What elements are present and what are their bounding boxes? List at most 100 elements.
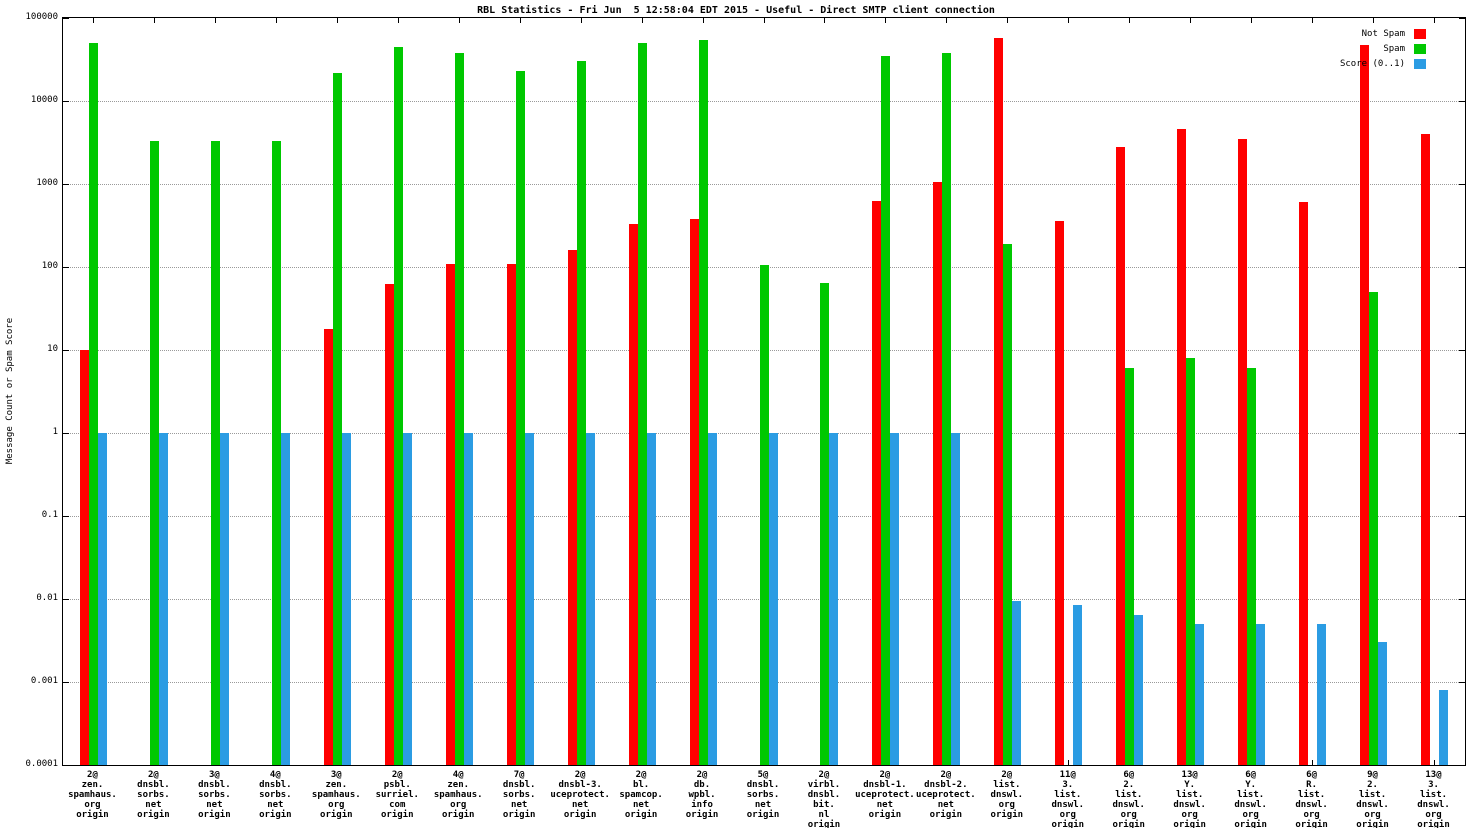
x-tick-mark-top <box>397 18 399 23</box>
x-category-label: 2@ zen. spamhaus. org origin <box>68 770 117 820</box>
x-category-label: 11@ 3. list. dnswl. org origin <box>1051 770 1085 828</box>
bar-spam <box>637 43 647 765</box>
legend-swatch-not-spam-icon <box>1414 28 1426 39</box>
x-category-label: 3@ dnsbl. sorbs. net origin <box>198 770 231 820</box>
gridline <box>63 101 1465 102</box>
bar-score-0-1 <box>1195 624 1205 765</box>
y-tick-mark-left <box>63 433 69 434</box>
legend-item-score: Score (0..1) <box>1340 56 1426 71</box>
bar-score-0-1 <box>829 433 839 765</box>
bar-spam <box>820 282 830 765</box>
x-tick-mark-top <box>458 18 460 23</box>
x-tick-mark-top <box>336 18 338 23</box>
y-tick-label: 0.001 <box>30 676 58 686</box>
chart-title: RBL Statistics - Fri Jun 5 12:58:04 EDT … <box>477 5 995 16</box>
x-tick-mark-top <box>580 18 582 23</box>
y-tick-mark-right <box>1459 267 1465 268</box>
y-tick-mark-right <box>1459 350 1465 351</box>
bar-score-0-1 <box>402 433 412 765</box>
bar-not-spam <box>1238 138 1248 765</box>
bar-score-0-1 <box>158 433 168 765</box>
y-tick-label: 1 <box>52 427 58 437</box>
x-category-label: 6@ Y. list. dnswl. org origin <box>1234 770 1267 828</box>
y-tick-mark-left <box>63 765 69 766</box>
bar-score-0-1 <box>646 433 656 765</box>
legend-item-not-spam: Not Spam <box>1340 26 1426 41</box>
bar-score-0-1 <box>1317 624 1327 765</box>
bar-score-0-1 <box>219 433 229 765</box>
y-tick-mark-right <box>1459 101 1465 102</box>
bar-not-spam <box>1360 45 1370 765</box>
bar-score-0-1 <box>951 433 961 765</box>
legend-swatch-score-icon <box>1414 58 1426 69</box>
bar-not-spam <box>1116 146 1126 765</box>
y-tick-mark-left <box>63 18 69 19</box>
x-category-label: 9@ 2. list. dnswl. org origin <box>1356 770 1389 828</box>
x-tick-mark-top <box>1007 18 1009 23</box>
x-tick-mark-top <box>275 18 277 23</box>
x-tick-mark-top <box>1190 18 1192 23</box>
bar-spam <box>576 61 586 765</box>
bar-spam <box>149 140 159 765</box>
bar-not-spam <box>933 182 943 765</box>
bar-score-0-1 <box>463 433 473 765</box>
x-category-label: 2@ bl. spamcop. net origin <box>619 770 663 820</box>
bar-score-0-1 <box>341 433 351 765</box>
bar-score-0-1 <box>1134 614 1144 765</box>
y-tick-mark-right <box>1459 765 1465 766</box>
bar-not-spam <box>1421 134 1431 765</box>
bar-spam <box>210 140 220 765</box>
y-tick-label: 0.1 <box>41 510 58 520</box>
legend: Not Spam Spam Score (0..1) <box>1340 26 1426 71</box>
x-category-label: 2@ psbl. surriel. com origin <box>375 770 419 820</box>
bar-spam <box>332 72 342 765</box>
y-tick-label: 0.01 <box>36 593 58 603</box>
bar-not-spam <box>323 328 333 765</box>
legend-label-score: Score (0..1) <box>1339 58 1405 69</box>
bar-spam <box>759 265 769 765</box>
x-tick-mark-bottom <box>1068 760 1070 765</box>
bar-not-spam <box>506 263 516 765</box>
bar-score-0-1 <box>707 433 717 765</box>
bar-spam <box>393 46 403 765</box>
y-axis-label: Message Count or Spam Score <box>5 317 15 465</box>
y-tick-label: 1000 <box>36 178 58 188</box>
y-tick-label: 10 <box>47 344 58 354</box>
legend-item-spam: Spam <box>1340 41 1426 56</box>
y-tick-mark-right <box>1459 682 1465 683</box>
x-tick-mark-bottom <box>1312 760 1314 765</box>
bar-spam <box>88 43 98 765</box>
y-tick-label: 10000 <box>30 95 58 105</box>
y-tick-mark-left <box>63 267 69 268</box>
bar-spam <box>1186 358 1196 765</box>
y-tick-mark-left <box>63 184 69 185</box>
x-category-label: 13@ Y. list. dnswl. org origin <box>1173 770 1206 828</box>
bar-not-spam <box>384 284 394 765</box>
bar-not-spam <box>1299 202 1309 765</box>
x-category-label: 2@ virbl. dnsbl. bit. nl origin <box>807 770 841 828</box>
bar-not-spam <box>628 223 638 765</box>
bar-not-spam <box>689 218 699 765</box>
bar-score-0-1 <box>1439 690 1449 765</box>
x-tick-mark-top <box>519 18 521 23</box>
x-tick-mark-top <box>702 18 704 23</box>
legend-label-spam: Spam <box>1383 43 1405 54</box>
x-tick-mark-top <box>824 18 826 23</box>
y-tick-mark-left <box>63 682 69 683</box>
bar-spam <box>942 52 952 765</box>
x-tick-mark-top <box>641 18 643 23</box>
bar-spam <box>1247 368 1257 765</box>
bar-score-0-1 <box>890 433 900 765</box>
bar-spam <box>1125 368 1135 765</box>
bar-not-spam <box>79 350 89 765</box>
x-tick-mark-top <box>946 18 948 23</box>
bar-not-spam <box>1055 220 1065 765</box>
y-tick-mark-left <box>63 350 69 351</box>
x-category-label: 2@ list. dnswl. org origin <box>990 770 1024 820</box>
x-category-label: 13@ 3. list. dnswl. org origin <box>1417 770 1450 828</box>
bar-spam <box>1003 243 1013 765</box>
bar-score-0-1 <box>97 433 107 765</box>
y-tick-label: 0.0001 <box>25 759 58 769</box>
bar-spam <box>881 55 891 765</box>
y-tick-mark-right <box>1459 184 1465 185</box>
